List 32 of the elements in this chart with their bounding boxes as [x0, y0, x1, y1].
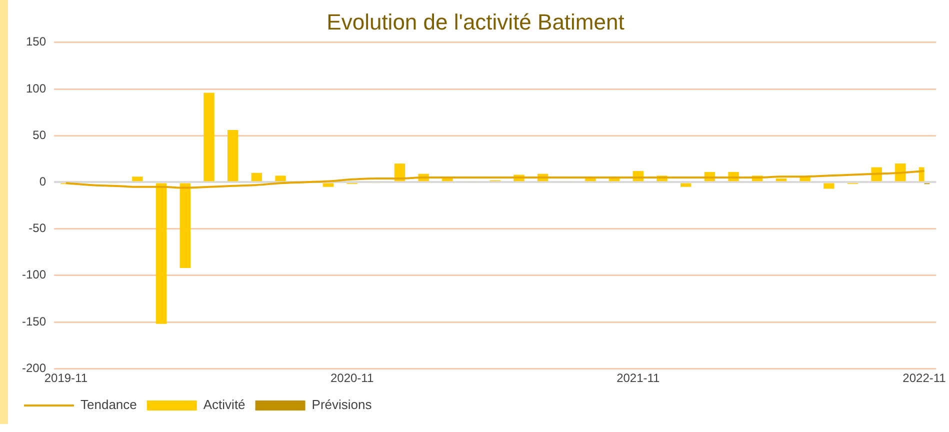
- x-tick-label: 2022-11: [902, 371, 946, 386]
- bar: [442, 178, 453, 182]
- bar: [776, 178, 787, 182]
- y-tick-label: 0: [39, 174, 46, 189]
- bar: [275, 176, 286, 182]
- x-tick-label: 2019-11: [44, 371, 88, 386]
- y-tick-label: 50: [32, 128, 46, 142]
- bar: [180, 183, 191, 268]
- bar: [680, 183, 692, 187]
- bar: [608, 178, 620, 182]
- x-tick-label: 2020-11: [330, 371, 374, 386]
- legend-label: Prévisions: [312, 397, 372, 412]
- bar: [132, 176, 143, 182]
- y-tick-label: 150: [26, 34, 46, 49]
- y-tick-label: -150: [22, 314, 46, 328]
- bar: [251, 172, 262, 182]
- y-tick-label: 100: [26, 81, 46, 96]
- y-tick-label: -200: [22, 360, 46, 375]
- bar: [585, 178, 596, 182]
- bar: [204, 92, 214, 182]
- bar: [800, 178, 810, 182]
- bar: [824, 183, 834, 189]
- chart-title: Evolution de l'activité Batiment: [326, 9, 624, 34]
- x-tick-label: 2021-11: [616, 371, 660, 386]
- legend-label: Activité: [203, 397, 246, 412]
- line-series: [64, 170, 926, 189]
- y-tick-label: -100: [22, 268, 46, 282]
- bar: [156, 183, 167, 324]
- bar: [227, 130, 238, 182]
- bar: [322, 183, 334, 187]
- y-tick-label: -50: [28, 221, 46, 236]
- legend-label: Tendance: [80, 397, 137, 412]
